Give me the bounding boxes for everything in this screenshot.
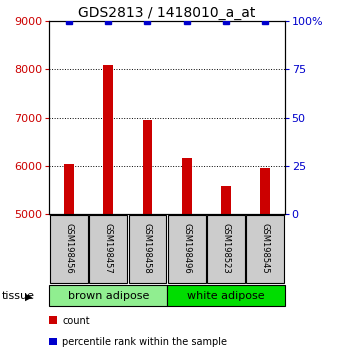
FancyBboxPatch shape	[167, 285, 285, 306]
Bar	[143, 120, 152, 354]
Text: brown adipose: brown adipose	[68, 291, 149, 301]
Text: count: count	[62, 316, 90, 326]
Text: GSM198458: GSM198458	[143, 223, 152, 274]
Text: ▶: ▶	[25, 291, 32, 301]
FancyBboxPatch shape	[50, 215, 88, 282]
Bar	[182, 158, 192, 354]
Text: white adipose: white adipose	[187, 291, 265, 301]
Bar	[64, 164, 74, 354]
Text: tissue: tissue	[2, 291, 35, 301]
Bar	[221, 186, 231, 354]
Bar	[260, 169, 270, 354]
Text: GSM198456: GSM198456	[64, 223, 74, 274]
FancyBboxPatch shape	[246, 215, 284, 282]
FancyBboxPatch shape	[207, 215, 245, 282]
Text: GSM198457: GSM198457	[104, 223, 113, 274]
FancyBboxPatch shape	[168, 215, 206, 282]
FancyBboxPatch shape	[49, 285, 167, 306]
Text: GSM198523: GSM198523	[221, 223, 231, 274]
FancyBboxPatch shape	[129, 215, 166, 282]
Bar	[103, 65, 113, 354]
Title: GDS2813 / 1418010_a_at: GDS2813 / 1418010_a_at	[78, 6, 256, 20]
Text: GSM198545: GSM198545	[261, 223, 270, 274]
Text: GSM198496: GSM198496	[182, 223, 191, 274]
Text: percentile rank within the sample: percentile rank within the sample	[62, 337, 227, 347]
FancyBboxPatch shape	[89, 215, 127, 282]
